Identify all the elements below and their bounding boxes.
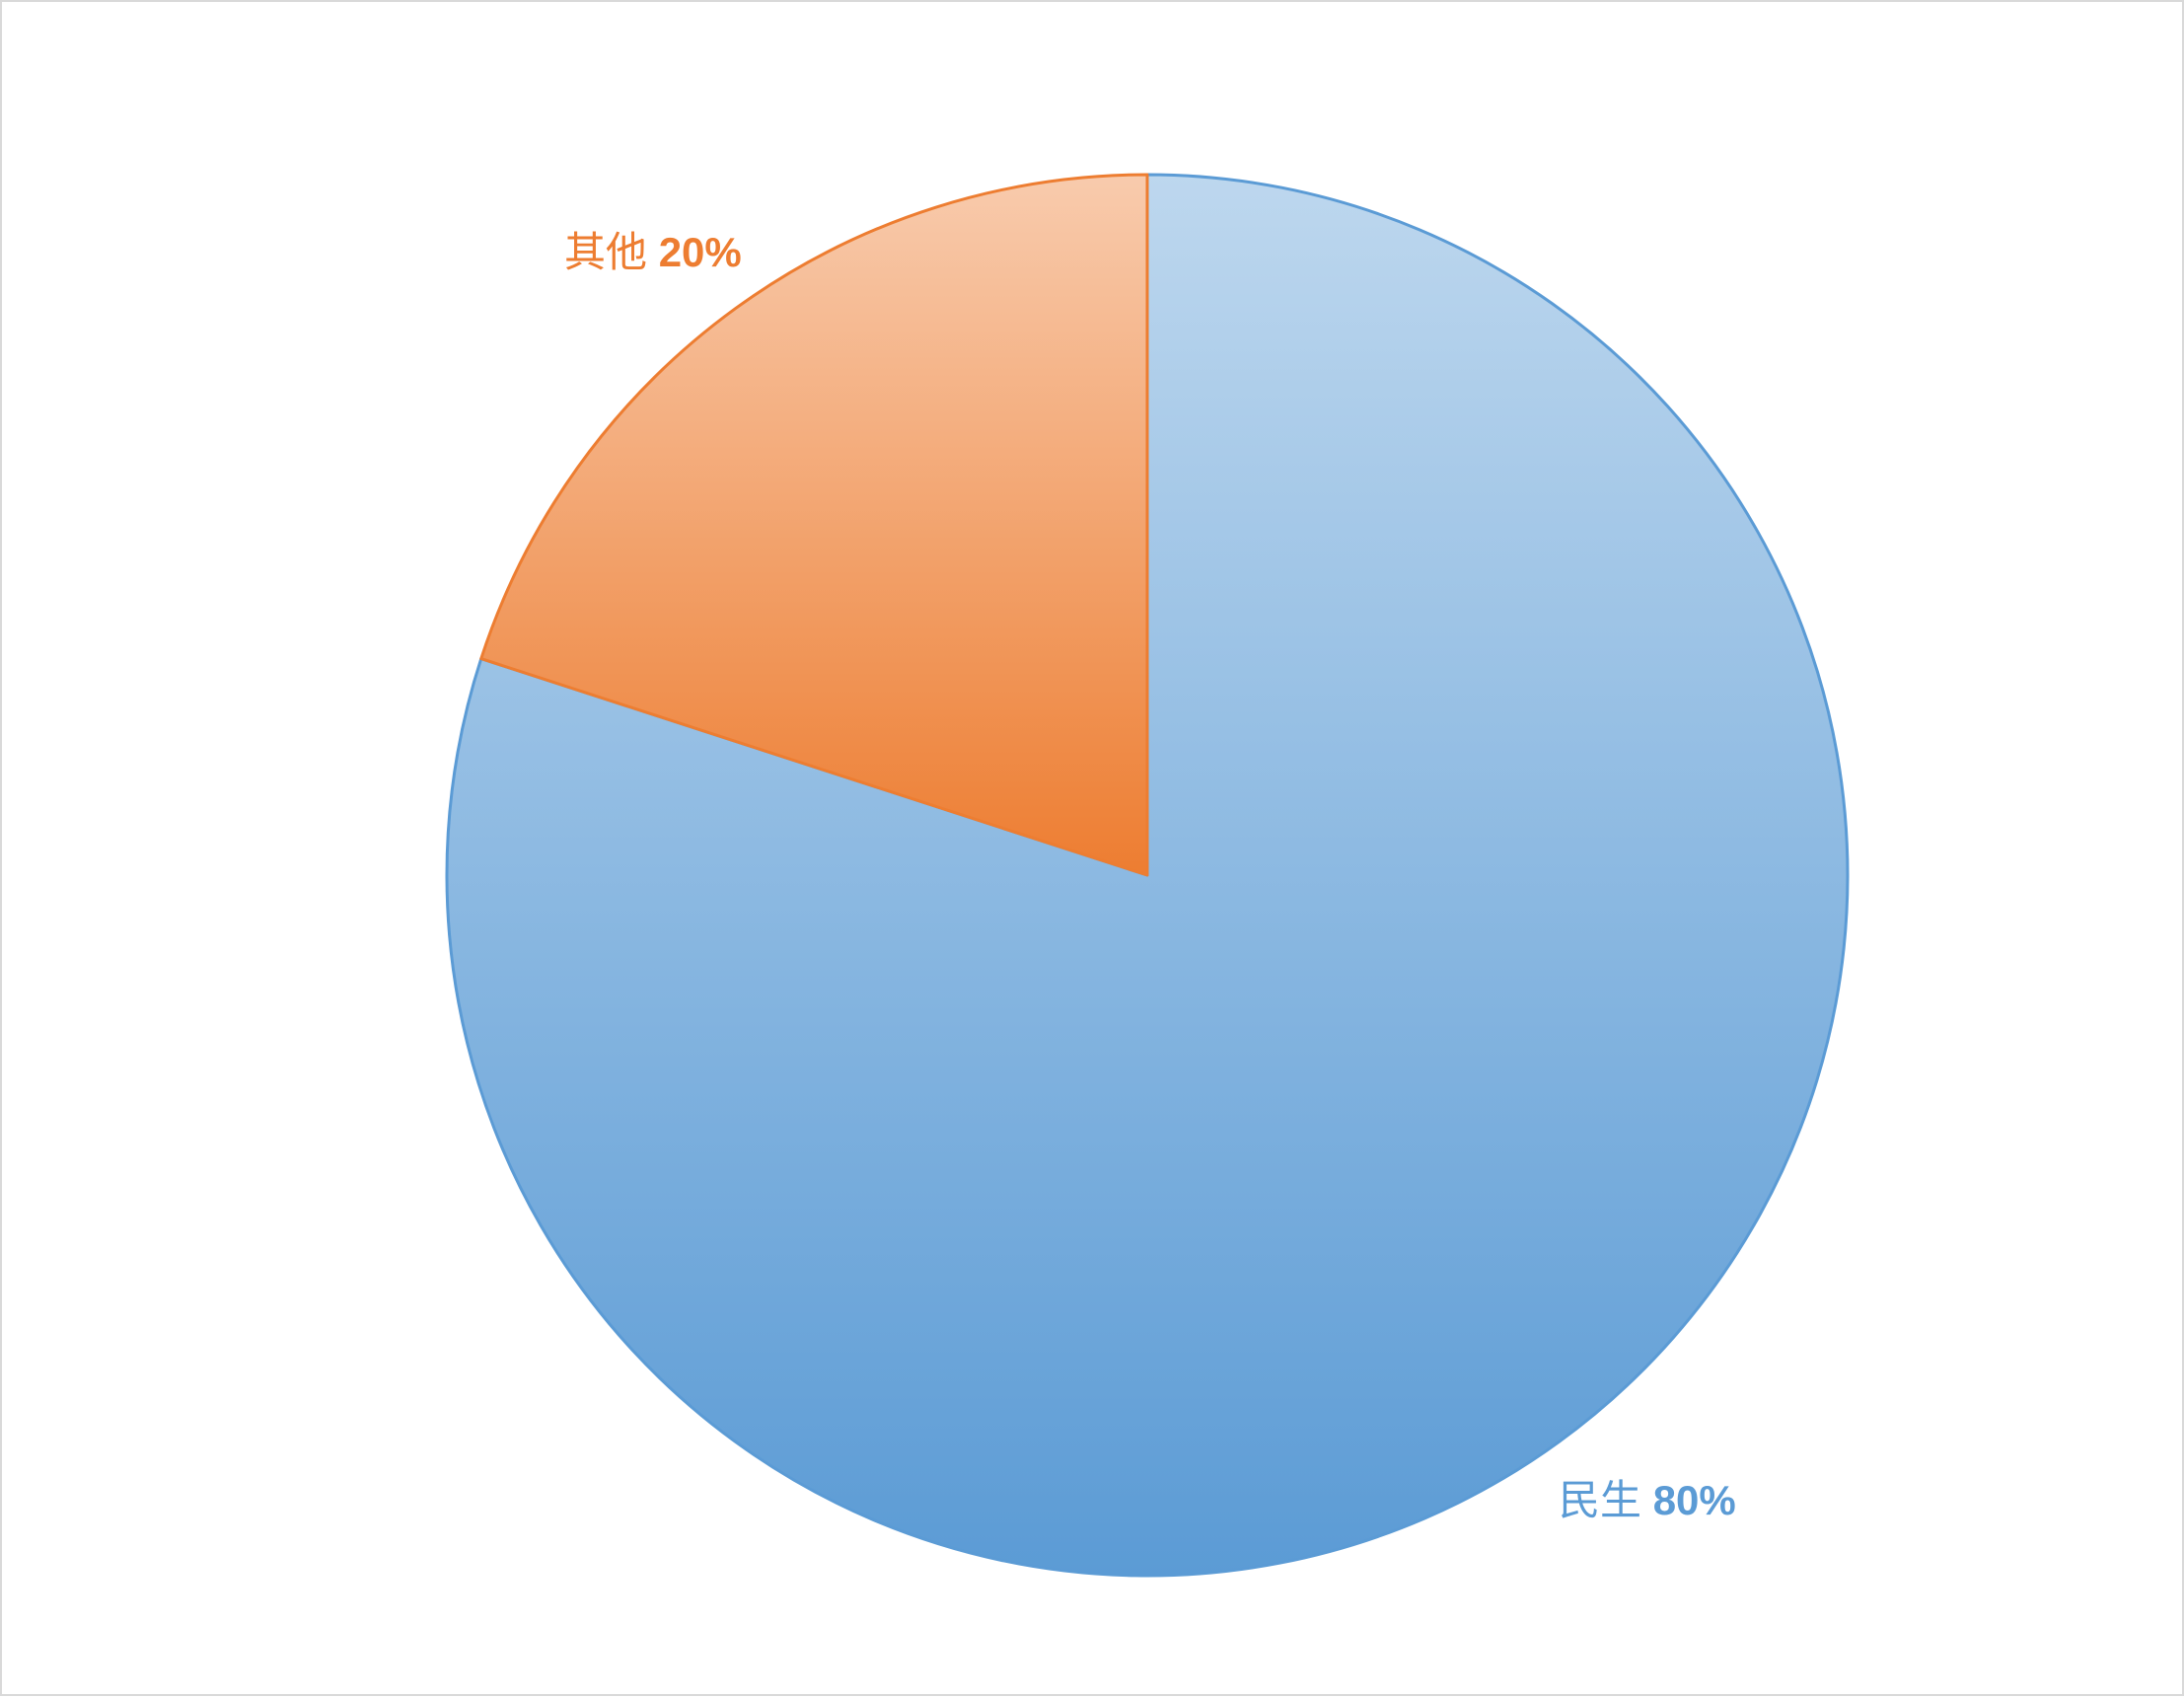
pie-slice-other — [479, 173, 1149, 877]
data-label-livelihood: 民生 80% — [1559, 1476, 1736, 1524]
data-label-other: 其他 20% — [564, 228, 742, 276]
pie-slice-livelihood — [445, 173, 1850, 1578]
